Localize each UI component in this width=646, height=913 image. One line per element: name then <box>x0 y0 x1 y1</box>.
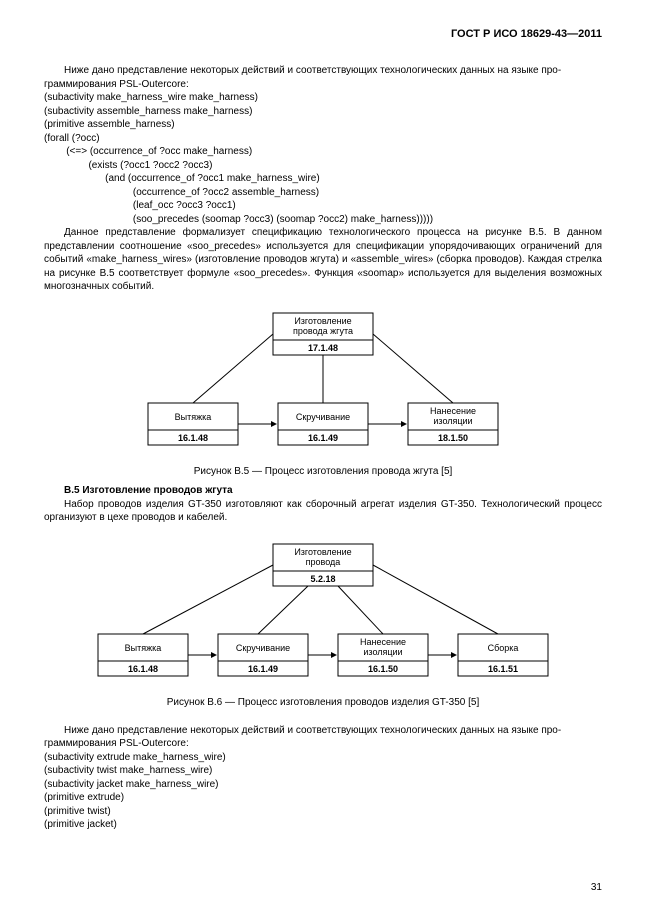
code-line: (primitive extrude) <box>44 791 602 805</box>
node-4: Сборка 16.1.51 <box>458 634 548 676</box>
node-3: Нанесениеизоляции 16.1.50 <box>338 634 428 676</box>
figure-b5: Изготовлениепровода жгута 17.1.48 Вытяжк… <box>44 308 602 477</box>
node-label: Нанесениеизоляции <box>360 637 406 657</box>
intro-line-1: Ниже дано представление некоторых действ… <box>44 64 602 78</box>
node-label: Скручивание <box>236 643 290 653</box>
code-line: (subactivity extrude make_harness_wire) <box>44 751 602 765</box>
node-label: Изготовлениепровода жгута <box>293 316 353 336</box>
diagram-b5: Изготовлениепровода жгута 17.1.48 Вытяжк… <box>143 308 503 458</box>
node-id: 5.2.18 <box>310 574 335 584</box>
figure-caption: Рисунок В.5 — Процесс изготовления прово… <box>194 466 453 477</box>
node-label: Сборка <box>488 643 519 653</box>
node-label: Вытяжка <box>125 643 162 653</box>
code-line: (<=> (occurrence_of ?occ make_harness) <box>44 145 602 159</box>
code-line: (subactivity twist make_harness_wire) <box>44 764 602 778</box>
node-mid: Скручивание 16.1.49 <box>278 403 368 445</box>
node-id: 16.1.48 <box>128 664 158 674</box>
section-b5-title: В.5 Изготовление проводов жгута <box>44 485 602 496</box>
code-line: (primitive twist) <box>44 805 602 819</box>
node-1: Вытяжка 16.1.48 <box>98 634 188 676</box>
node-id: 17.1.48 <box>308 343 338 353</box>
code-line: (soo_precedes (soomap ?occ3) (soomap ?oc… <box>44 213 602 227</box>
code-line: (primitive assemble_harness) <box>44 118 602 132</box>
intro3-line-2: граммирования PSL-Outercore: <box>44 737 602 751</box>
page: ГОСТ Р ИСО 18629-43—2011 Ниже дано предс… <box>0 0 646 913</box>
node-right: Нанесениеизоляции 18.1.50 <box>408 403 498 445</box>
figure-caption: Рисунок В.6 — Процесс изготовления прово… <box>167 697 480 708</box>
node-left: Вытяжка 16.1.48 <box>148 403 238 445</box>
node-id: 16.1.50 <box>368 664 398 674</box>
diagram-b6: Изготовлениепровода 5.2.18 Вытяжка 16.1.… <box>93 539 553 689</box>
node-id: 16.1.51 <box>488 664 518 674</box>
code-line: (forall (?occ) <box>44 132 602 146</box>
document-header: ГОСТ Р ИСО 18629-43—2011 <box>44 28 602 40</box>
paragraph-1: Данное представление формализует специфи… <box>44 226 602 294</box>
intro3-line-1: Ниже дано представление некоторых действ… <box>44 724 602 738</box>
code-line: (subactivity jacket make_harness_wire) <box>44 778 602 792</box>
figure-b6: Изготовлениепровода 5.2.18 Вытяжка 16.1.… <box>44 539 602 708</box>
page-number: 31 <box>591 882 602 893</box>
node-id: 16.1.49 <box>308 433 338 443</box>
node-label: Нанесениеизоляции <box>430 406 476 426</box>
node-id: 16.1.48 <box>178 433 208 443</box>
code-line: (primitive jacket) <box>44 818 602 832</box>
code-line: (exists (?occ1 ?occ2 ?occ3) <box>44 159 602 173</box>
code-line: (subactivity assemble_harness make_harne… <box>44 105 602 119</box>
code-line: (and (occurrence_of ?occ1 make_harness_w… <box>44 172 602 186</box>
node-top: Изготовлениепровода 5.2.18 <box>273 544 373 586</box>
node-label: Скручивание <box>296 412 350 422</box>
node-id: 18.1.50 <box>438 433 468 443</box>
paragraph-b5: Набор проводов изделия GT-350 изготовляю… <box>44 498 602 525</box>
code-block-1: (subactivity make_harness_wire make_harn… <box>44 91 602 226</box>
code-block-2: (subactivity extrude make_harness_wire) … <box>44 751 602 832</box>
node-top: Изготовлениепровода жгута 17.1.48 <box>273 313 373 355</box>
intro-line-2: граммирования PSL-Outercore: <box>44 78 602 92</box>
node-2: Скручивание 16.1.49 <box>218 634 308 676</box>
node-id: 16.1.49 <box>248 664 278 674</box>
node-label: Вытяжка <box>175 412 212 422</box>
code-line: (occurrence_of ?occ2 assemble_harness) <box>44 186 602 200</box>
code-line: (leaf_occ ?occ3 ?occ1) <box>44 199 602 213</box>
code-line: (subactivity make_harness_wire make_harn… <box>44 91 602 105</box>
